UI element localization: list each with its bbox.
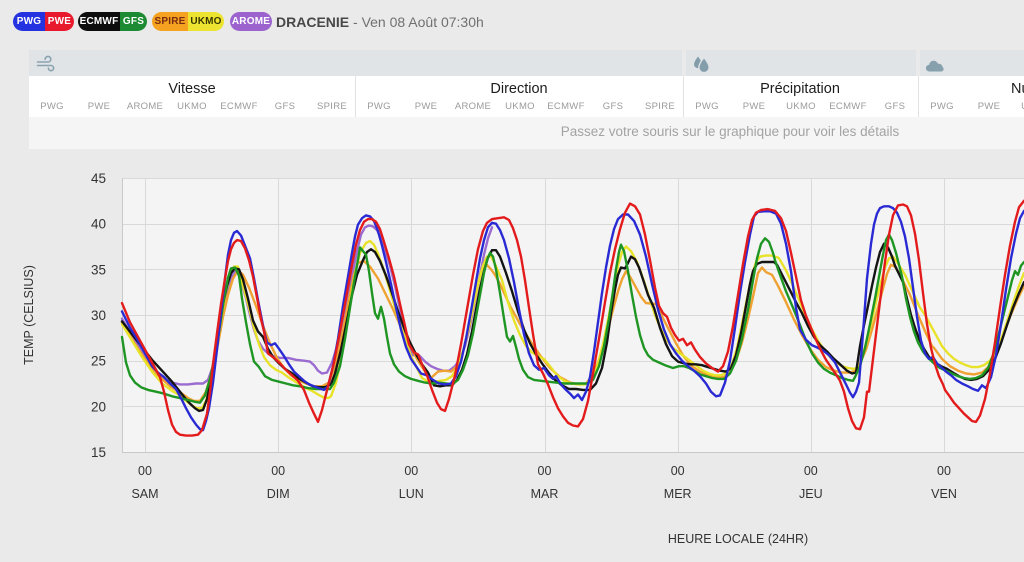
svg-text:MER: MER <box>664 487 692 501</box>
svg-text:LUN: LUN <box>399 487 424 501</box>
svg-text:30: 30 <box>91 308 106 323</box>
svg-text:JEU: JEU <box>799 487 823 501</box>
svg-text:VEN: VEN <box>931 487 957 501</box>
svg-text:25: 25 <box>91 354 106 369</box>
svg-text:TEMP (CELSIUS): TEMP (CELSIUS) <box>22 265 36 365</box>
svg-text:00: 00 <box>138 464 152 478</box>
svg-text:00: 00 <box>538 464 552 478</box>
svg-text:DIM: DIM <box>267 487 290 501</box>
svg-text:00: 00 <box>404 464 418 478</box>
svg-text:20: 20 <box>91 399 106 414</box>
svg-text:00: 00 <box>271 464 285 478</box>
svg-text:45: 45 <box>91 171 106 186</box>
svg-text:00: 00 <box>671 464 685 478</box>
svg-text:35: 35 <box>91 262 106 277</box>
svg-text:HEURE LOCALE (24HR): HEURE LOCALE (24HR) <box>668 532 808 546</box>
svg-text:SAM: SAM <box>131 487 158 501</box>
svg-text:15: 15 <box>91 445 106 460</box>
svg-text:MAR: MAR <box>531 487 559 501</box>
svg-text:40: 40 <box>91 217 106 232</box>
svg-text:00: 00 <box>804 464 818 478</box>
svg-text:00: 00 <box>937 464 951 478</box>
